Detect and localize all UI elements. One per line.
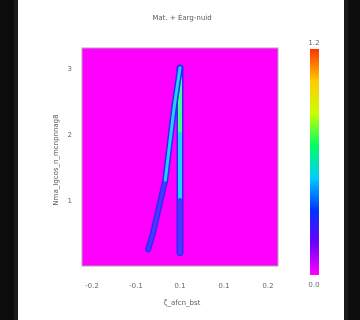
- ridge-traces: [145, 64, 184, 257]
- x-axis-ticks: -0.2 -0.1 0.1 0.1 0.2: [85, 282, 273, 290]
- y-axis-label: Nma_Igcos_n_mcnpnnag8: [52, 114, 60, 205]
- y-tick-label: 3: [68, 65, 72, 73]
- chart-title: Mat. + Éarg-nuid: [152, 13, 211, 22]
- trace-1-segment: [146, 231, 155, 251]
- y-tick-label: 2: [68, 131, 72, 139]
- trace-1-segment: [163, 105, 176, 182]
- colorbar: [310, 49, 319, 275]
- trace-1-segment: [172, 66, 182, 109]
- x-tick-label: 0.1: [174, 282, 185, 290]
- x-tick-label: -0.2: [85, 282, 99, 290]
- x-tick-label: 0.1: [218, 282, 229, 290]
- figure-right-border: [344, 0, 348, 320]
- x-axis-label: ζ_afcn_bst: [164, 299, 201, 307]
- colorbar-min-label: 0.0: [308, 281, 319, 289]
- y-axis-ticks: 3 2 1: [68, 65, 72, 205]
- x-tick-label: 0.2: [262, 282, 273, 290]
- y-tick-label: 1: [68, 197, 72, 205]
- x-tick-label: -0.1: [129, 282, 143, 290]
- colorbar-max-label: 1.2: [308, 39, 319, 47]
- figure-left-border: [14, 0, 18, 320]
- trace-1-segment: [151, 178, 167, 235]
